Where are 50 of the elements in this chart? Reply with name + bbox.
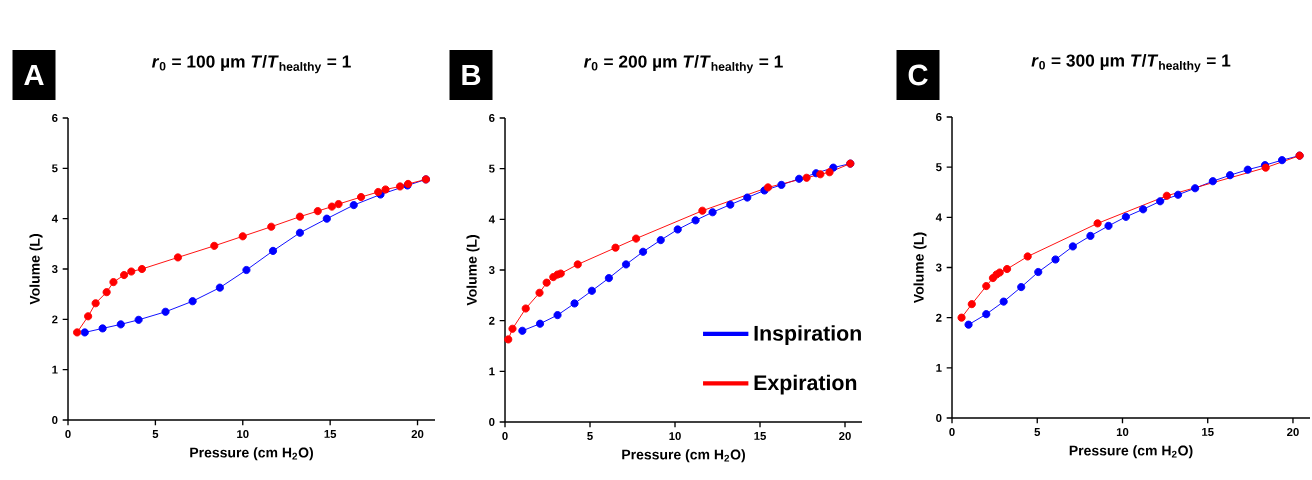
text: C — [908, 64, 928, 86]
y-tick-label: 3 — [51, 264, 58, 274]
x-tick-label: 15 — [754, 432, 766, 440]
y-tick-label: 2 — [936, 313, 942, 322]
x-tick-label: 20 — [1287, 428, 1299, 437]
y-tick-label: 0 — [936, 414, 942, 423]
y-tick-label: 6 — [936, 113, 942, 122]
y-tick-label: 2 — [489, 316, 495, 325]
y-axis-title: Volume (L) — [466, 235, 480, 306]
y-tick-label: 0 — [489, 418, 495, 427]
y-tick-label: 4 — [488, 215, 495, 224]
x-tick-label: 20 — [839, 432, 851, 441]
chart-title: r$_{0}$ = 100 µm T/T$_{healthy}$ = 1 — [151, 54, 351, 74]
y-tick-label: 5 — [52, 164, 58, 173]
x-tick-label: 5 — [587, 432, 593, 440]
y-axis-title: Volume (L) — [29, 234, 43, 305]
y-tick-label: 3 — [488, 265, 495, 275]
y-tick-label: 4 — [51, 214, 58, 223]
x-tick-label: 0 — [502, 432, 508, 441]
text: A — [24, 64, 44, 86]
x-tick-label: 5 — [1034, 428, 1041, 436]
y-axis-title: Volume (L) — [913, 232, 927, 304]
y-tick-label: 4 — [935, 213, 942, 222]
y-tick-label: 5 — [936, 163, 942, 172]
legend-label: Expiration — [754, 374, 857, 395]
y-tick-label: 3 — [935, 263, 942, 272]
y-tick-label: 6 — [489, 114, 495, 123]
y-tick-label: 0 — [52, 416, 58, 425]
text: B — [462, 64, 481, 86]
y-tick-label: 1 — [489, 367, 495, 376]
x-tick-label: 20 — [411, 430, 424, 439]
y-tick-label: 1 — [936, 363, 942, 372]
x-tick-label: 0 — [949, 428, 955, 437]
x-tick-label: 0 — [65, 430, 71, 439]
y-tick-label: 6 — [52, 114, 58, 123]
x-axis-title: Pressure (cm H$_{2}$O) — [622, 449, 745, 463]
y-tick-label: 5 — [489, 164, 495, 173]
y-tick-label: 1 — [52, 365, 58, 374]
legend-label: Inspiration — [754, 325, 861, 346]
y-tick-label: 2 — [52, 315, 58, 324]
x-axis-title: Pressure (cm H$_{2}$O) — [190, 447, 313, 461]
x-tick-label: 10 — [1116, 428, 1129, 437]
x-tick-label: 5 — [152, 430, 159, 438]
chart-title: r$_{0}$ = 200 µm T/T$_{healthy}$ = 1 — [583, 54, 783, 74]
x-tick-label: 15 — [324, 430, 337, 438]
x-tick-label: 10 — [237, 430, 249, 439]
chart-title: r$_{0}$ = 300 µm T/T$_{healthy}$ = 1 — [1031, 53, 1231, 73]
x-axis-title: Pressure (cm H$_{2}$O) — [1069, 445, 1193, 459]
x-tick-label: 15 — [1202, 428, 1214, 436]
x-tick-label: 10 — [669, 432, 681, 441]
